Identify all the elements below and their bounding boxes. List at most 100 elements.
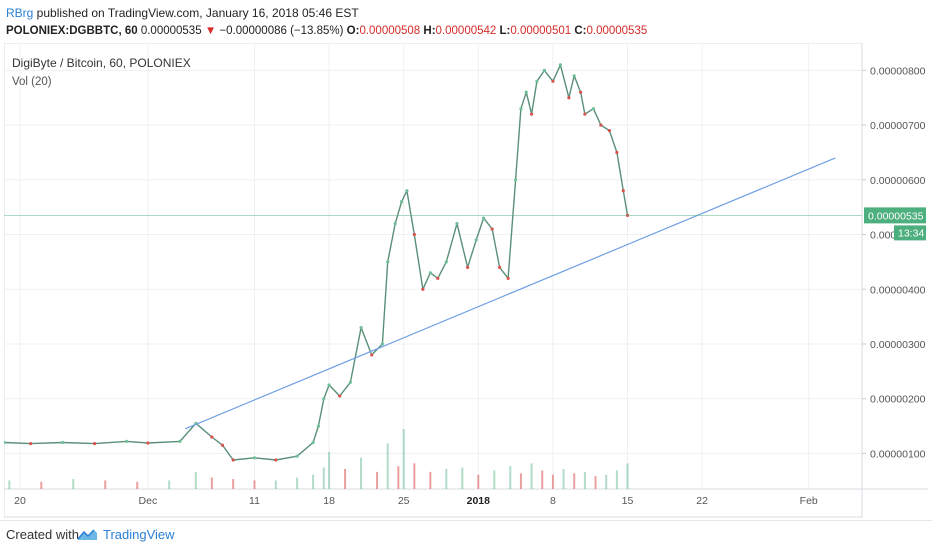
volume-bar — [594, 476, 597, 489]
volume-bar — [429, 471, 432, 489]
x-tick-label: Feb — [800, 495, 818, 507]
high-value: 0.00000542 — [435, 25, 497, 37]
volume-bar — [328, 451, 331, 489]
volume-bar — [296, 477, 299, 489]
price-point — [295, 454, 299, 458]
y-tick-label: 0.00000700 — [870, 120, 926, 132]
volume-bar — [615, 470, 618, 489]
volume-bar — [573, 473, 576, 489]
price-point — [380, 342, 384, 346]
price-point — [92, 441, 97, 446]
x-tick-label: Dec — [139, 495, 158, 507]
volume-bar — [509, 466, 512, 489]
chart-title: DigiByte / Bitcoin, 60, POLONIEX — [12, 56, 191, 70]
price-point — [519, 107, 523, 111]
volume-bar — [72, 479, 75, 489]
price-point — [490, 227, 494, 231]
price-point — [231, 458, 235, 462]
close-value: 0.00000535 — [586, 25, 648, 37]
volume-bar — [562, 469, 565, 489]
price-point — [599, 123, 603, 127]
price-point — [567, 96, 571, 100]
volume-bar — [386, 443, 389, 489]
countdown-tag — [894, 225, 926, 241]
down-arrow-icon: ▼ — [204, 25, 217, 37]
x-tick-label: 8 — [550, 495, 556, 507]
x-tick-label: 20 — [14, 495, 26, 507]
volume-bar — [541, 470, 544, 489]
price-point — [551, 79, 555, 83]
volume-bar — [402, 429, 405, 489]
price-point — [316, 424, 321, 428]
y-tick-label: 0.00000100 — [870, 448, 926, 460]
x-tick-label: 2018 — [467, 495, 491, 507]
volume-bar — [519, 473, 522, 489]
price-point — [399, 200, 404, 204]
footer: Created with TradingView — [0, 520, 932, 551]
volume-bar — [344, 469, 347, 489]
price-point — [412, 232, 416, 237]
current-price-tag — [864, 207, 926, 224]
chart-area[interactable]: 0.00000100 0.00000200 0.00000300 0.00000400… — [2, 42, 928, 518]
price-point — [29, 441, 33, 446]
volume-bar — [530, 463, 533, 489]
volume-bar — [626, 463, 629, 489]
price-point — [583, 112, 587, 116]
volume-legend: Vol (20) — [12, 76, 52, 88]
tradingview-cloud-icon — [76, 527, 98, 548]
volume-bar — [360, 457, 363, 489]
price-point — [514, 178, 518, 182]
volume-bar — [312, 474, 315, 489]
price-point — [327, 383, 331, 387]
volume-bar — [397, 466, 400, 489]
volume-bar — [461, 467, 464, 489]
tradingview-brand-link[interactable]: TradingView — [103, 527, 175, 542]
volume-bar — [605, 474, 608, 489]
publish-info: RBrg published on TradingView.com, Janua… — [6, 6, 359, 20]
publisher-link[interactable]: RBrg — [6, 6, 34, 20]
price-point — [482, 216, 486, 220]
volume-bar — [40, 481, 43, 489]
open-value: 0.00000508 — [359, 25, 421, 37]
price-point — [359, 325, 363, 330]
price-point — [572, 74, 576, 78]
low-value: 0.00000501 — [510, 25, 572, 37]
volume-bar — [493, 470, 496, 489]
volume-bar — [232, 479, 235, 489]
price-point — [124, 439, 129, 443]
x-tick-label: 18 — [323, 495, 335, 507]
volume-bar — [376, 471, 379, 489]
volume-bar — [274, 480, 277, 489]
created-with-label: Created with — [6, 527, 79, 542]
volume-bar — [551, 474, 554, 489]
price-point — [466, 265, 470, 269]
y-tick-label: 0.00000800 — [870, 65, 926, 77]
price-point — [542, 68, 546, 72]
x-tick-label: 22 — [696, 495, 708, 507]
x-tick-label: 25 — [398, 495, 410, 507]
volume-bar — [253, 480, 256, 489]
price-point — [455, 221, 459, 226]
x-tick-label: 11 — [249, 495, 260, 507]
countdown-label: 13:34 — [898, 227, 924, 239]
volume-bar — [445, 469, 448, 489]
volume-bar — [194, 471, 197, 489]
price-point — [210, 435, 214, 439]
price-point — [474, 238, 478, 242]
volume-bar — [210, 477, 213, 489]
volume-bar — [136, 481, 139, 489]
price-point — [178, 439, 182, 443]
volume-bar — [322, 467, 325, 489]
price-point — [311, 440, 315, 445]
y-tick-label: 0.00000400 — [870, 284, 926, 296]
published-text: published on TradingView.com, January 16… — [33, 6, 359, 20]
price-point — [393, 221, 397, 226]
volume-bar — [168, 480, 171, 489]
price-chart[interactable]: 0.00000100 0.00000200 0.00000300 0.00000400… — [2, 42, 928, 518]
current-price-label: 0.00000535 — [868, 210, 924, 222]
low-label: L: — [499, 25, 511, 37]
price-point — [444, 260, 448, 264]
volume-bar — [413, 463, 416, 489]
price-point — [591, 107, 596, 111]
price-point — [338, 394, 342, 398]
